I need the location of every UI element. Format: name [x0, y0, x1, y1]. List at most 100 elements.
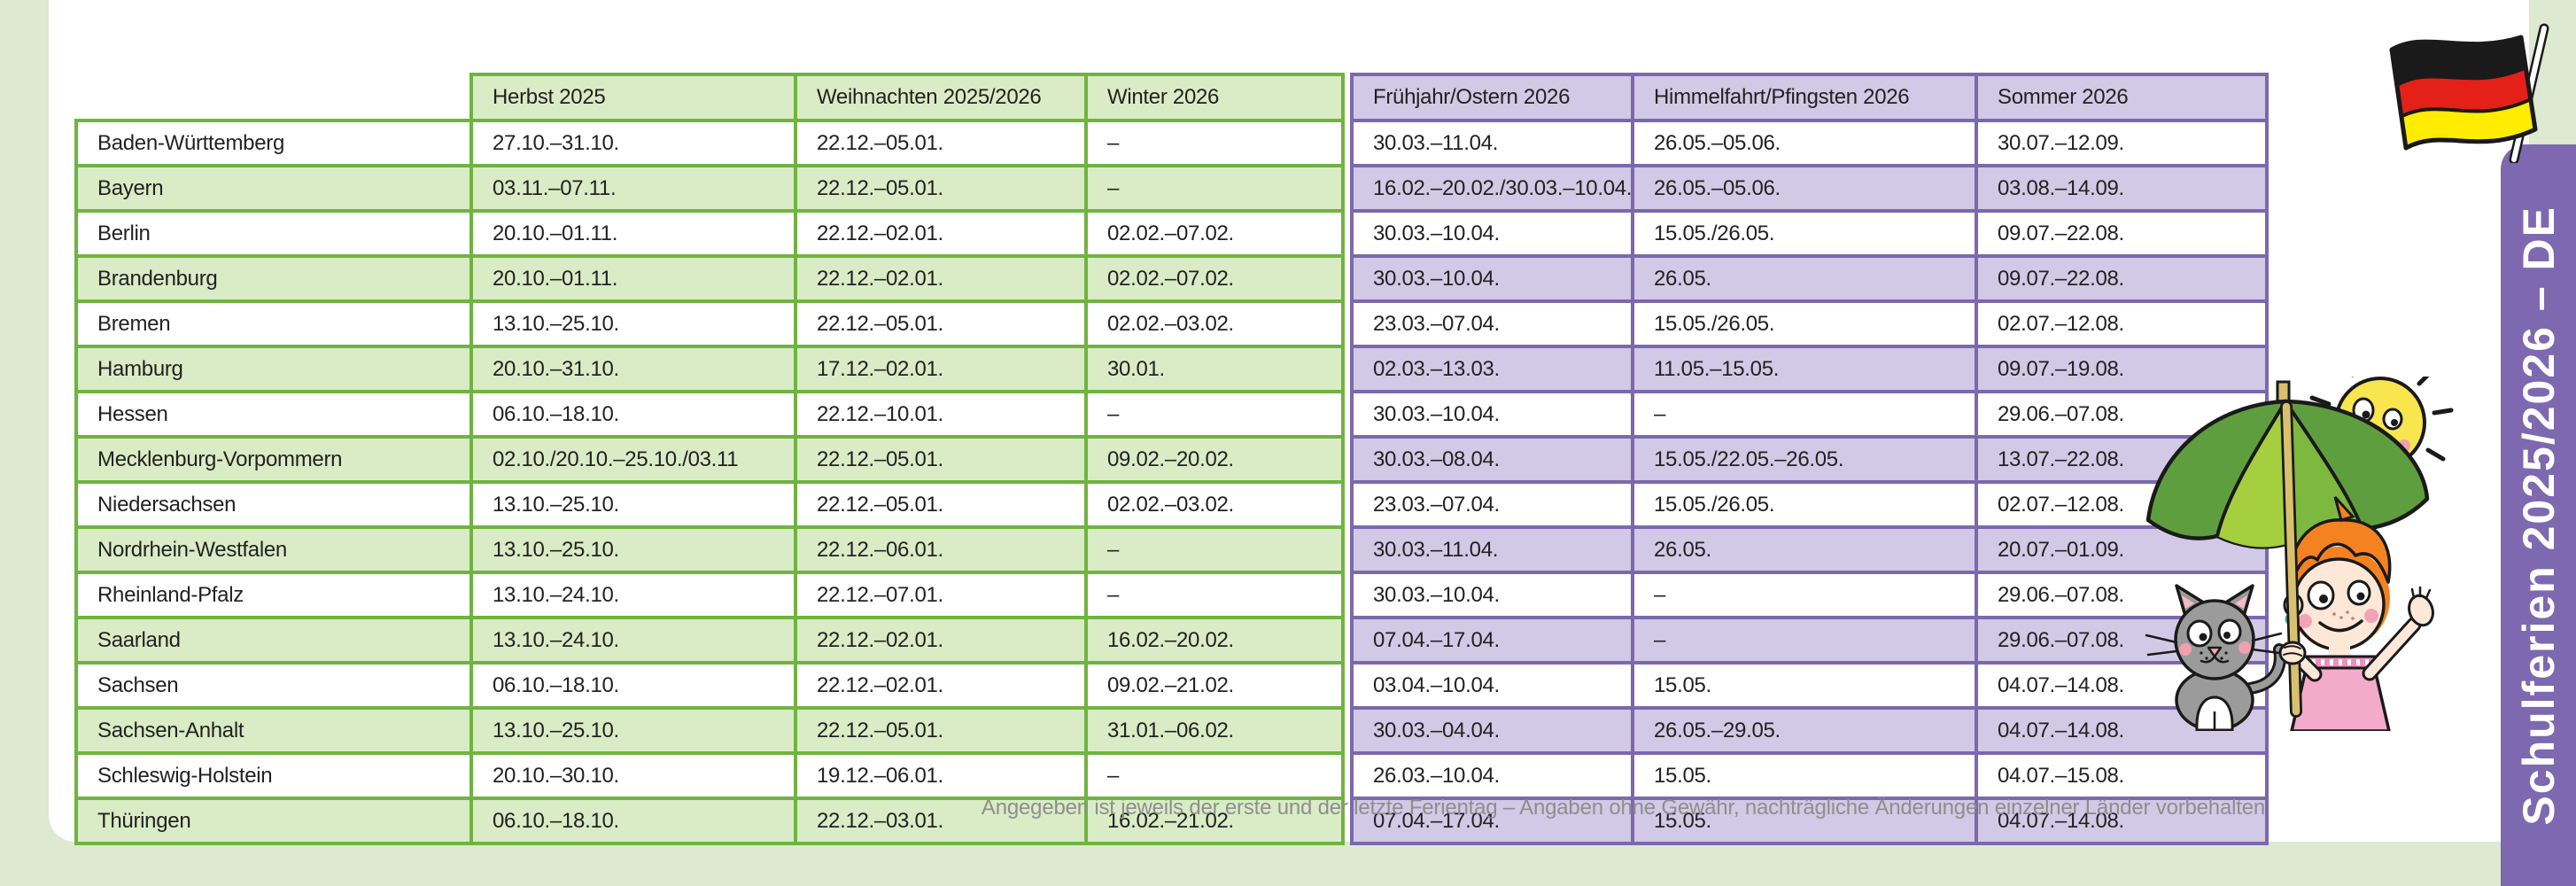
- table-row: Bayern 03.11.–07.11. 22.12.–05.01. –: [74, 164, 1345, 213]
- weihnachten-date-cell: 22.12.–06.01.: [794, 525, 1088, 574]
- winter-date-cell: 02.02.–07.02.: [1084, 209, 1345, 258]
- herbst-date-cell: 13.10.–25.10.: [469, 706, 797, 755]
- table-row: 23.03.–07.04. 15.05./26.05. 02.07.–12.08.: [1350, 299, 2269, 348]
- winter-date-cell: –: [1084, 119, 1345, 167]
- winter-date-cell: 02.02.–03.02.: [1084, 299, 1345, 348]
- table-row: 30.03.–04.04. 26.05.–29.05. 04.07.–14.08.: [1350, 706, 2269, 755]
- table-row: 30.03.–10.04. –29.06.–07.08.: [1350, 390, 2269, 439]
- disclaimer-note: Angegeben ist jeweils der erste und der …: [981, 796, 2265, 820]
- sommer-date-cell: 30.07.–12.09.: [1975, 119, 2269, 167]
- fruehjahr-date-cell: 07.04.–17.04.: [1350, 616, 1634, 664]
- fruehjahr-date-cell: 30.03.–11.04.: [1350, 119, 1634, 167]
- girl-illustration: [2283, 495, 2434, 733]
- flag-cloth: [2389, 35, 2538, 151]
- column-header-fruehjahr: Frühjahr/Ostern 2026: [1350, 73, 1634, 122]
- herbst-date-cell: 13.10.–25.10.: [469, 525, 797, 574]
- fruehjahr-date-cell: 30.03.–08.04.: [1350, 435, 1634, 484]
- weihnachten-date-cell: 22.12.–05.01.: [794, 480, 1088, 529]
- fruehjahr-date-cell: 30.03.–10.04.: [1350, 390, 1634, 439]
- himmelfahrt-date-cell: 15.05.: [1631, 751, 1978, 800]
- banner-title: Schulferien 2025/2026 – DE: [2513, 205, 2564, 826]
- table-row: Hessen 06.10.–18.10. 22.12.–10.01. –: [74, 390, 1345, 439]
- table-row: Schleswig-Holstein 20.10.–30.10. 19.12.–06…: [74, 751, 1345, 800]
- himmelfahrt-date-cell: 11.05.–15.05.: [1631, 345, 1978, 393]
- himmelfahrt-date-cell: 26.05.: [1631, 525, 1978, 574]
- herbst-date-cell: 20.10.–01.11.: [469, 209, 797, 258]
- state-name-cell: Berlin: [74, 209, 473, 258]
- himmelfahrt-date-cell: 15.05.: [1631, 661, 1978, 710]
- table-row: Thüringen 06.10.–18.10. 22.12.–03.01. 16.02…: [74, 797, 1345, 845]
- table-row: Rheinland-Pfalz 13.10.–24.10. 22.12.–07.01…: [74, 571, 1345, 619]
- winter-date-cell: 30.01.: [1084, 345, 1345, 393]
- fruehjahr-date-cell: 30.03.–10.04.: [1350, 571, 1634, 619]
- german-flag-icon: [2372, 4, 2563, 165]
- herbst-date-cell: 13.10.–25.10.: [469, 480, 797, 529]
- column-header-sommer: Sommer 2026: [1975, 73, 2269, 122]
- cat-icon: [2145, 584, 2286, 732]
- himmelfahrt-date-cell: 15.05./22.05.–26.05.: [1631, 435, 1978, 484]
- sommer-date-cell: 09.07.–22.08.: [1975, 209, 2269, 258]
- himmelfahrt-date-cell: –: [1631, 390, 1978, 439]
- fruehjahr-date-cell: 23.03.–07.04.: [1350, 299, 1634, 348]
- fruehjahr-date-cell: 30.03.–10.04.: [1350, 254, 1634, 303]
- table-row: Brandenburg 20.10.–01.11. 22.12.–02.01. 02.…: [74, 254, 1345, 303]
- holiday-table-green: Herbst 2025 Weihnachten 2025/2026 Winter…: [74, 73, 1345, 845]
- table-row: Bremen 13.10.–25.10. 22.12.–05.01. 02.02.–0…: [74, 299, 1345, 348]
- winter-date-cell: 02.02.–07.02.: [1084, 254, 1345, 303]
- table-row: Niedersachsen 13.10.–25.10. 22.12.–05.01. 0…: [74, 480, 1345, 529]
- himmelfahrt-date-cell: 15.05./26.05.: [1631, 299, 1978, 348]
- table-row: 07.04.–17.04. 15.05. 04.07.–14.08.: [1350, 797, 2269, 845]
- weihnachten-date-cell: 22.12.–02.01.: [794, 616, 1088, 664]
- state-name-cell: Saarland: [74, 616, 473, 664]
- winter-date-cell: –: [1084, 571, 1345, 619]
- table-row: 16.02.–20.02./30.03.–10.04. 26.05.–05.06.…: [1350, 164, 2269, 213]
- sommer-date-cell: 02.07.–12.08.: [1975, 299, 2269, 348]
- weihnachten-date-cell: 17.12.–02.01.: [794, 345, 1088, 393]
- table-row: 02.03.–13.03. 11.05.–15.05. 09.07.–19.08.: [1350, 345, 2269, 393]
- himmelfahrt-date-cell: 15.05./26.05.: [1631, 480, 1978, 529]
- state-name-cell: Bremen: [74, 299, 473, 348]
- herbst-date-cell: 13.10.–24.10.: [469, 616, 797, 664]
- himmelfahrt-date-cell: 26.05.: [1631, 254, 1978, 303]
- fruehjahr-date-cell: 07.04.–17.04.: [1350, 797, 1634, 845]
- sommer-date-cell: 04.07.–14.08.: [1975, 797, 2269, 845]
- himmelfahrt-date-cell: –: [1631, 571, 1978, 619]
- himmelfahrt-date-cell: 26.05.–29.05.: [1631, 706, 1978, 755]
- fruehjahr-date-cell: 30.03.–04.04.: [1350, 706, 1634, 755]
- herbst-date-cell: 06.10.–18.10.: [469, 797, 797, 845]
- table-row: Sachsen 06.10.–18.10. 22.12.–02.01. 09.02.–…: [74, 661, 1345, 710]
- column-header-herbst: Herbst 2025: [469, 73, 797, 122]
- himmelfahrt-date-cell: 15.05.: [1631, 797, 1978, 845]
- fruehjahr-date-cell: 23.03.–07.04.: [1350, 480, 1634, 529]
- herbst-date-cell: 02.10./20.10.–25.10./03.11: [469, 435, 797, 484]
- weihnachten-date-cell: 22.12.–05.01.: [794, 299, 1088, 348]
- column-header-himmelfahrt: Himmelfahrt/Pfingsten 2026: [1631, 73, 1978, 122]
- himmelfahrt-date-cell: 26.05.–05.06.: [1631, 119, 1978, 167]
- sommer-date-cell: 03.08.–14.09.: [1975, 164, 2269, 213]
- summer-illustration: [2130, 347, 2454, 733]
- fruehjahr-date-cell: 30.03.–11.04.: [1350, 525, 1634, 574]
- state-name-cell: Brandenburg: [74, 254, 473, 303]
- himmelfahrt-date-cell: 26.05.–05.06.: [1631, 164, 1978, 213]
- winter-date-cell: 16.02.–20.02.: [1084, 616, 1345, 664]
- side-banner: Schulferien 2025/2026 – DE: [2501, 144, 2576, 886]
- herbst-date-cell: 27.10.–31.10.: [469, 119, 797, 167]
- table-row: 03.04.–10.04. 15.05. 04.07.–14.08.: [1350, 661, 2269, 710]
- herbst-date-cell: 06.10.–18.10.: [469, 661, 797, 710]
- winter-date-cell: 09.02.–21.02.: [1084, 661, 1345, 710]
- table-row: Nordrhein-Westfalen 13.10.–25.10. 22.12.–0…: [74, 525, 1345, 574]
- column-header-winter: Winter 2026: [1084, 73, 1345, 122]
- table-row: 30.03.–11.04. 26.05.–05.06. 30.07.–12.09.: [1350, 119, 2269, 167]
- state-name-cell: Bayern: [74, 164, 473, 213]
- table-row: Sachsen-Anhalt 13.10.–25.10. 22.12.–05.01.…: [74, 706, 1345, 755]
- state-name-cell: Baden-Württemberg: [74, 119, 473, 167]
- fruehjahr-date-cell: 26.03.–10.04.: [1350, 751, 1634, 800]
- winter-date-cell: 16.02.–21.02.: [1084, 797, 1345, 845]
- weihnachten-date-cell: 22.12.–07.01.: [794, 571, 1088, 619]
- state-name-cell: Nordrhein-Westfalen: [74, 525, 473, 574]
- column-header-weihnachten: Weihnachten 2025/2026: [794, 73, 1088, 122]
- table-row: 30.03.–10.04. 26.05. 09.07.–22.08.: [1350, 254, 2269, 303]
- himmelfahrt-date-cell: 15.05./26.05.: [1631, 209, 1978, 258]
- winter-date-cell: –: [1084, 390, 1345, 439]
